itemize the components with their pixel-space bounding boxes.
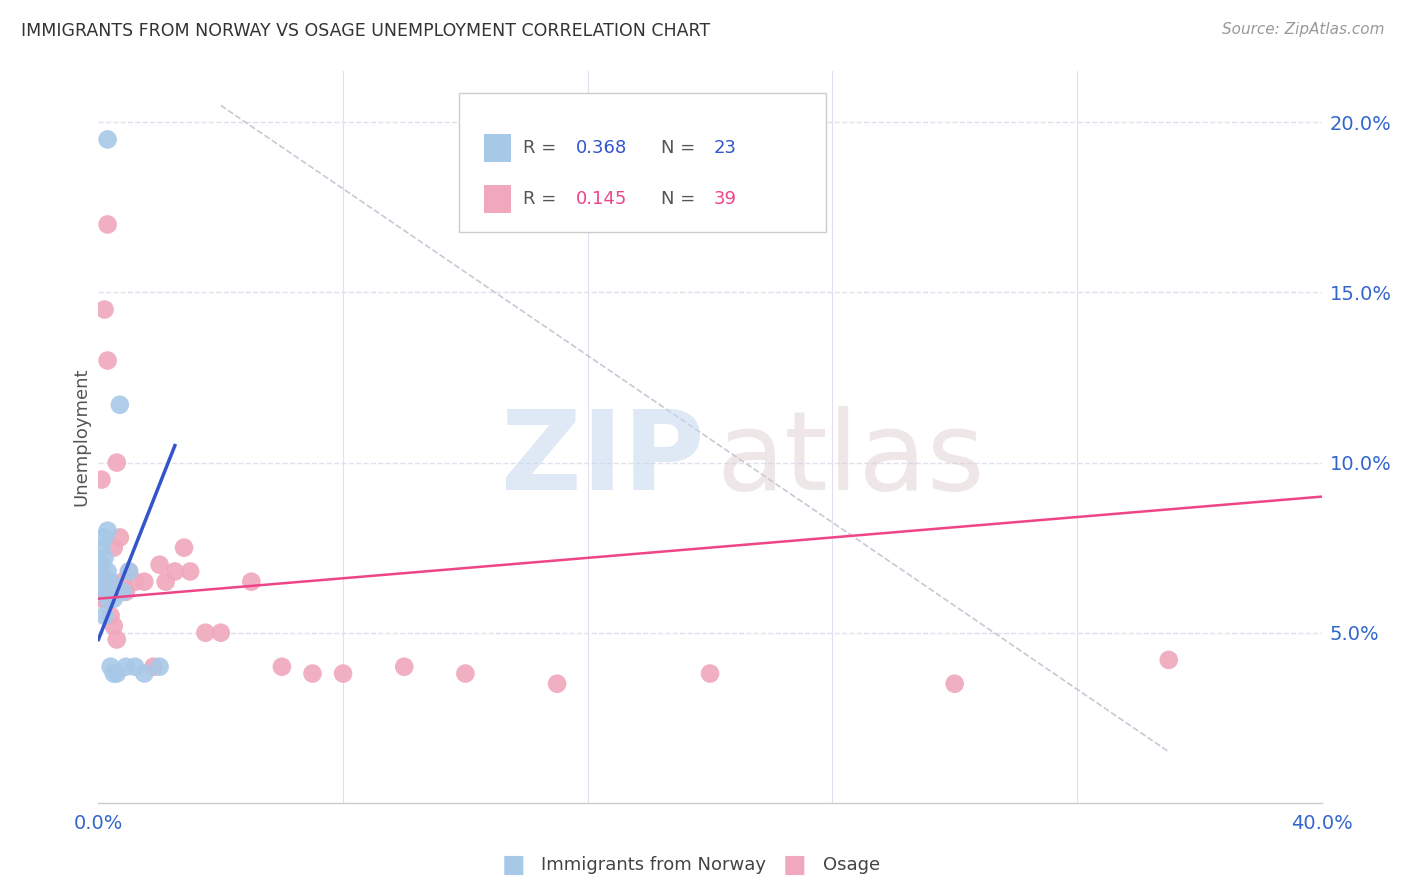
Point <box>134 666 156 681</box>
Text: Osage: Osage <box>823 856 880 874</box>
Point <box>111 574 134 589</box>
Point <box>100 582 122 596</box>
Point <box>108 531 131 545</box>
Point <box>103 619 125 633</box>
Point <box>90 574 112 589</box>
Point <box>97 353 120 368</box>
Point <box>100 608 122 623</box>
Point <box>93 550 115 565</box>
Point <box>332 666 354 681</box>
Point <box>173 541 195 555</box>
Point <box>93 591 115 606</box>
Point <box>90 565 112 579</box>
Point <box>97 218 120 232</box>
Point <box>105 632 128 647</box>
Point <box>163 565 186 579</box>
Point <box>105 666 128 681</box>
Text: IMMIGRANTS FROM NORWAY VS OSAGE UNEMPLOYMENT CORRELATION CHART: IMMIGRANTS FROM NORWAY VS OSAGE UNEMPLOY… <box>21 22 710 40</box>
Text: ■: ■ <box>783 854 806 877</box>
Point <box>97 132 120 146</box>
Text: R =: R = <box>523 139 562 157</box>
Point <box>118 565 141 579</box>
Text: 0.145: 0.145 <box>575 190 627 209</box>
Text: atlas: atlas <box>716 406 984 513</box>
Point <box>103 666 125 681</box>
Point <box>97 524 120 538</box>
Point <box>194 625 217 640</box>
Point <box>90 473 112 487</box>
Text: 23: 23 <box>714 139 737 157</box>
Point <box>97 591 120 606</box>
Text: R =: R = <box>523 190 562 209</box>
Point <box>108 398 131 412</box>
Point <box>546 677 568 691</box>
Point <box>90 558 112 572</box>
Point <box>90 591 112 606</box>
Text: N =: N = <box>661 190 702 209</box>
Point <box>100 574 122 589</box>
Point <box>301 666 323 681</box>
Point <box>149 558 172 572</box>
Point <box>392 659 416 673</box>
Point <box>270 659 292 673</box>
Point <box>105 456 128 470</box>
Point <box>454 666 477 681</box>
Point <box>699 666 721 681</box>
Text: ZIP: ZIP <box>501 406 704 513</box>
Text: 0.368: 0.368 <box>575 139 627 157</box>
Text: 39: 39 <box>714 190 737 209</box>
Point <box>240 574 263 589</box>
Point <box>93 582 115 596</box>
Point <box>100 659 122 673</box>
Point <box>93 302 115 317</box>
Y-axis label: Unemployment: Unemployment <box>72 368 90 507</box>
Point <box>209 625 232 640</box>
Point <box>93 574 115 589</box>
Text: Source: ZipAtlas.com: Source: ZipAtlas.com <box>1222 22 1385 37</box>
Point <box>179 565 201 579</box>
Point <box>149 659 172 673</box>
Point <box>118 565 141 579</box>
Point <box>103 591 125 606</box>
Point <box>142 659 165 673</box>
Text: ■: ■ <box>502 854 524 877</box>
Point <box>155 574 177 589</box>
Point <box>115 659 138 673</box>
FancyBboxPatch shape <box>484 186 510 213</box>
Point <box>93 531 115 545</box>
Point <box>124 574 146 589</box>
Point <box>134 574 156 589</box>
Point <box>115 585 138 599</box>
Point <box>943 677 966 691</box>
Point <box>124 659 146 673</box>
Text: N =: N = <box>661 139 702 157</box>
Point <box>1157 653 1180 667</box>
FancyBboxPatch shape <box>460 94 827 232</box>
Point <box>90 541 112 555</box>
Point <box>111 585 134 599</box>
Text: Immigrants from Norway: Immigrants from Norway <box>541 856 766 874</box>
Point <box>103 541 125 555</box>
FancyBboxPatch shape <box>484 135 510 162</box>
Point <box>97 565 120 579</box>
Point <box>93 608 115 623</box>
Point <box>97 591 120 606</box>
